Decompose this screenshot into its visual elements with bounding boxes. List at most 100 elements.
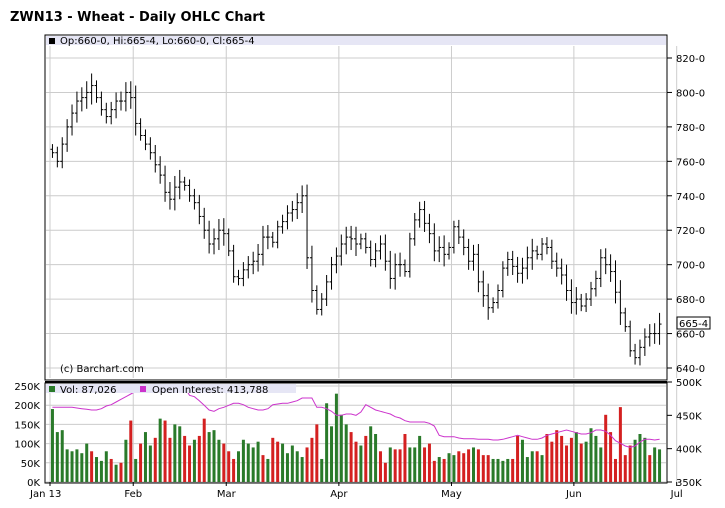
ohlc-bar <box>471 244 476 271</box>
volume-bar <box>467 449 471 482</box>
price-legend-bar <box>46 36 666 45</box>
volume-bar <box>241 439 245 482</box>
volume-bar <box>168 437 172 482</box>
ohlc-bar <box>319 293 324 316</box>
volume-bar <box>457 451 461 482</box>
volume-bar <box>584 441 588 482</box>
volume-bar <box>139 443 143 482</box>
volume-bar <box>442 458 446 482</box>
volume-tick-label: 250K <box>14 382 40 393</box>
volume-bar <box>565 445 569 482</box>
ohlc-bar <box>89 73 94 105</box>
ohlc-bar <box>554 252 559 277</box>
volume-bar <box>276 441 280 482</box>
ohlc-bar <box>412 213 417 246</box>
ohlc-bar <box>422 200 427 232</box>
volume-bar <box>95 457 99 482</box>
volume-bar <box>545 434 549 482</box>
volume-bar <box>511 458 515 482</box>
ohlc-bar <box>613 260 618 304</box>
ohlc-bar <box>657 312 662 345</box>
ohlc-bar <box>60 137 65 169</box>
volume-bar <box>447 453 451 482</box>
volume-bar <box>55 432 59 482</box>
ohlc-bar <box>564 264 569 301</box>
ohlc-bar <box>598 249 603 288</box>
volume-bar <box>369 426 373 482</box>
volume-bar <box>236 451 240 482</box>
volume-bar <box>423 447 427 482</box>
volume-bar <box>648 455 652 482</box>
ohlc-bar <box>579 293 584 312</box>
volume-bar <box>574 432 578 482</box>
ohlc-bar <box>393 253 398 290</box>
ohlc-bar <box>407 232 412 278</box>
ohlc-bar <box>114 92 119 119</box>
x-tick-label: May <box>441 489 462 500</box>
ohlc-bar <box>520 257 525 284</box>
volume-bar <box>354 441 358 482</box>
volume-bar <box>530 451 534 482</box>
ohlc-bar <box>251 251 256 275</box>
price-tick-label: 820-0 <box>676 54 705 65</box>
watermark: (c) Barchart.com <box>60 364 144 375</box>
ohlc-bar <box>544 237 549 255</box>
ohlc-bar <box>437 236 442 263</box>
volume-bar <box>520 439 524 482</box>
last-price-marker: 665-4 <box>676 316 711 330</box>
ohlc-bar <box>378 235 383 260</box>
price-tick-label: 760-0 <box>676 157 705 168</box>
price-tick-label: 660-0 <box>676 330 705 341</box>
ohlc-bar <box>633 343 638 365</box>
ohlc-bar <box>295 193 300 220</box>
volume-bar <box>594 435 598 482</box>
volume-bar <box>569 437 573 482</box>
ohlc-bar <box>226 228 231 257</box>
x-tick-label: Apr <box>330 489 348 500</box>
volume-bar <box>452 455 456 482</box>
price-tick-label: 800-0 <box>676 88 705 99</box>
volume-bar <box>462 453 466 482</box>
volume-bar <box>472 447 476 482</box>
ohlc-bar <box>495 284 500 309</box>
ohlc-bar <box>373 243 378 268</box>
volume-axis: 0K 50K 100K 150K 200K 250K <box>14 382 40 489</box>
ohlc-bar <box>451 220 456 254</box>
volume-bar <box>550 441 554 482</box>
volume-bar <box>173 424 177 482</box>
volume-bar <box>378 451 382 482</box>
volume-bar <box>246 443 250 482</box>
ohlc-bar <box>623 307 628 332</box>
volume-bar <box>207 432 211 482</box>
x-tick-label: Jul <box>670 489 683 500</box>
ohlc-bar <box>515 256 520 283</box>
ohlc-bar <box>65 119 70 152</box>
ohlc-bar <box>505 251 510 276</box>
volume-bar <box>80 453 84 482</box>
ohlc-bar <box>481 270 486 307</box>
volume-bar <box>506 458 510 482</box>
volume-bar <box>129 420 133 482</box>
ohlc-bar <box>84 81 89 109</box>
volume-bar <box>271 437 275 482</box>
ohlc-bar <box>163 165 168 202</box>
volume-bar <box>374 434 378 482</box>
price-tick-label: 740-0 <box>676 192 705 203</box>
volume-bar <box>256 441 260 482</box>
ohlc-bar <box>510 250 515 275</box>
volume-bar <box>148 445 152 482</box>
open-interest-line <box>52 386 660 448</box>
ohlc-bar <box>500 261 505 298</box>
volume-bar <box>70 451 74 482</box>
x-tick-label: Mar <box>217 489 237 500</box>
price-tick-label: 680-0 <box>676 295 705 306</box>
volume-bar <box>589 428 593 482</box>
ohlc-bar <box>442 235 447 267</box>
volume-bar <box>486 455 490 482</box>
ohlc-bar <box>55 146 60 168</box>
ohlc-bar <box>344 226 349 255</box>
ohlc-bar <box>246 256 251 279</box>
volume-bar <box>638 434 642 482</box>
volume-bar <box>398 449 402 482</box>
